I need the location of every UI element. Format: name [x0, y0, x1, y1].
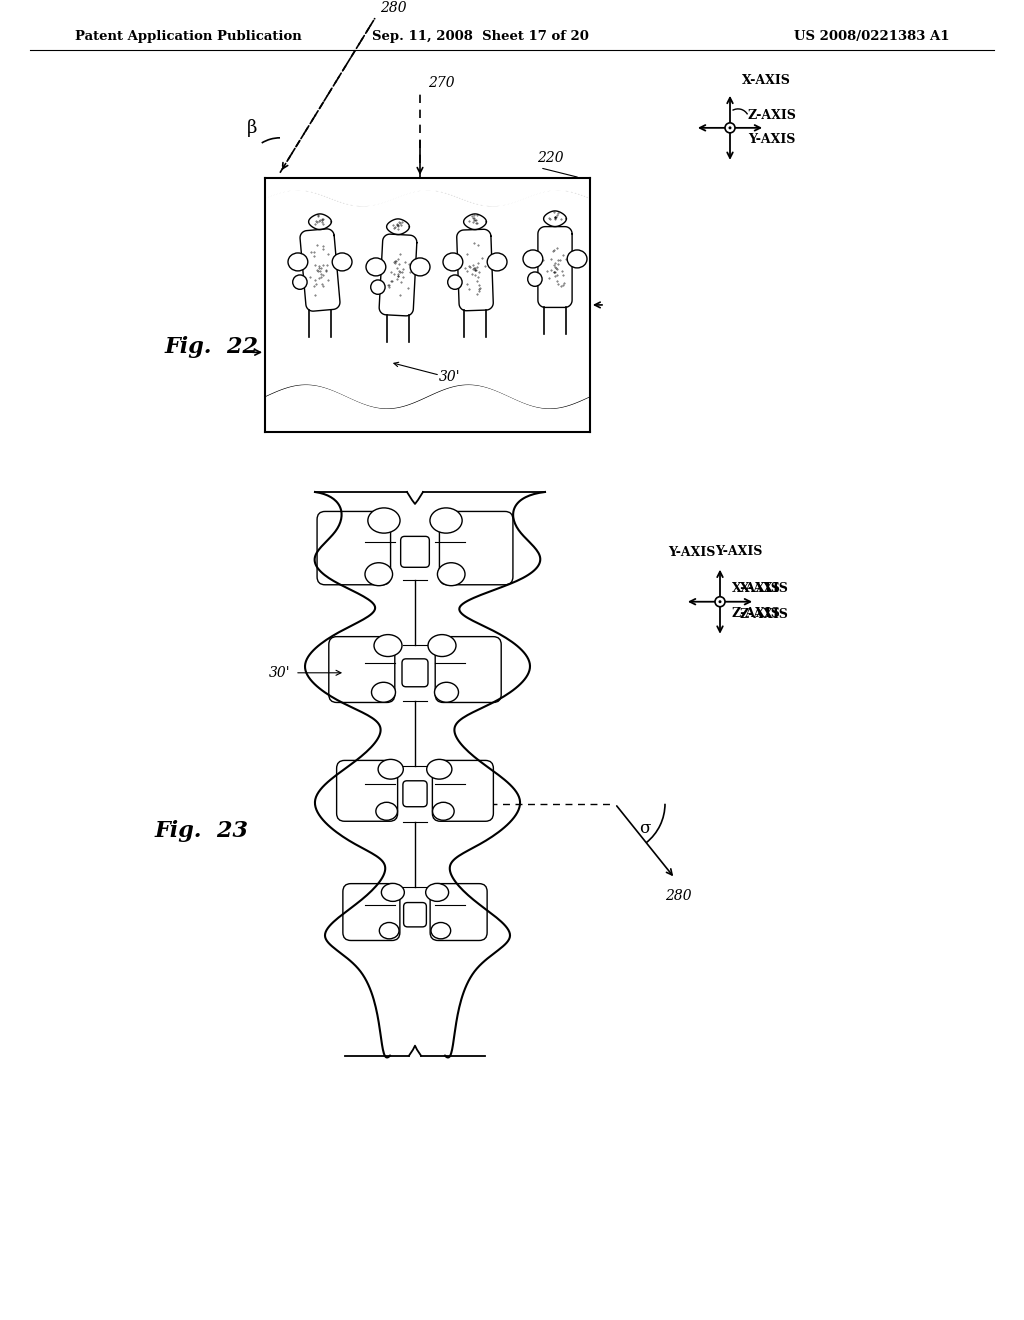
Polygon shape: [544, 211, 566, 227]
Text: Z-AXIS: Z-AXIS: [748, 110, 797, 123]
Circle shape: [725, 123, 735, 133]
Ellipse shape: [411, 257, 430, 276]
Ellipse shape: [374, 635, 402, 656]
Text: US 2008/0221383 A1: US 2008/0221383 A1: [795, 29, 950, 42]
Ellipse shape: [293, 275, 307, 289]
Text: X-AXIS: X-AXIS: [732, 582, 781, 595]
Text: 280: 280: [380, 1, 407, 15]
Text: 30': 30': [439, 370, 461, 384]
Text: 270: 270: [428, 77, 455, 90]
Ellipse shape: [523, 249, 543, 268]
FancyBboxPatch shape: [402, 781, 427, 807]
Ellipse shape: [365, 562, 392, 586]
FancyBboxPatch shape: [439, 511, 513, 585]
Ellipse shape: [376, 803, 397, 820]
Text: Fig.  23: Fig. 23: [155, 820, 249, 842]
FancyBboxPatch shape: [402, 659, 428, 686]
Polygon shape: [379, 234, 417, 315]
FancyBboxPatch shape: [343, 883, 400, 940]
Text: Fig.  22: Fig. 22: [165, 337, 259, 358]
Text: Patent Application Publication: Patent Application Publication: [75, 29, 302, 42]
FancyBboxPatch shape: [337, 760, 397, 821]
Text: Z-AXIS: Z-AXIS: [740, 609, 788, 622]
Ellipse shape: [371, 280, 385, 294]
FancyBboxPatch shape: [432, 760, 494, 821]
Text: 280: 280: [665, 888, 691, 903]
FancyBboxPatch shape: [403, 903, 426, 927]
Polygon shape: [300, 228, 340, 312]
Ellipse shape: [381, 883, 404, 902]
Text: Z-AXIS: Z-AXIS: [732, 607, 781, 620]
FancyBboxPatch shape: [435, 636, 501, 702]
Text: X-AXIS: X-AXIS: [742, 74, 791, 87]
Ellipse shape: [447, 275, 462, 289]
Ellipse shape: [378, 759, 403, 779]
Text: Y-AXIS: Y-AXIS: [668, 546, 715, 560]
Text: 220: 220: [537, 150, 563, 165]
Text: Y-AXIS: Y-AXIS: [715, 545, 763, 558]
FancyBboxPatch shape: [317, 511, 390, 585]
Text: 30': 30': [268, 665, 290, 680]
Ellipse shape: [288, 253, 308, 271]
Ellipse shape: [368, 508, 400, 533]
Polygon shape: [457, 230, 494, 310]
Ellipse shape: [372, 682, 395, 702]
Circle shape: [728, 127, 731, 129]
Ellipse shape: [426, 883, 449, 902]
FancyBboxPatch shape: [329, 636, 395, 702]
Ellipse shape: [379, 923, 399, 939]
Circle shape: [715, 597, 725, 607]
Ellipse shape: [434, 682, 459, 702]
Ellipse shape: [443, 253, 463, 271]
FancyBboxPatch shape: [430, 883, 487, 940]
Polygon shape: [387, 219, 410, 235]
Ellipse shape: [332, 253, 352, 271]
Circle shape: [719, 601, 722, 603]
FancyBboxPatch shape: [400, 536, 429, 568]
Polygon shape: [464, 214, 486, 230]
Text: β: β: [247, 119, 257, 137]
Ellipse shape: [527, 272, 542, 286]
Ellipse shape: [430, 508, 462, 533]
Text: σ: σ: [639, 820, 650, 837]
Ellipse shape: [428, 635, 456, 656]
Ellipse shape: [432, 803, 455, 820]
Ellipse shape: [427, 759, 452, 779]
Text: X-AXIS: X-AXIS: [740, 582, 788, 595]
Text: Sep. 11, 2008  Sheet 17 of 20: Sep. 11, 2008 Sheet 17 of 20: [372, 29, 589, 42]
Ellipse shape: [437, 562, 465, 586]
Polygon shape: [538, 227, 572, 308]
Ellipse shape: [567, 249, 587, 268]
Ellipse shape: [487, 253, 507, 271]
Ellipse shape: [431, 923, 451, 939]
Ellipse shape: [366, 257, 386, 276]
Polygon shape: [308, 214, 332, 230]
Text: Y-AXIS: Y-AXIS: [748, 133, 796, 147]
